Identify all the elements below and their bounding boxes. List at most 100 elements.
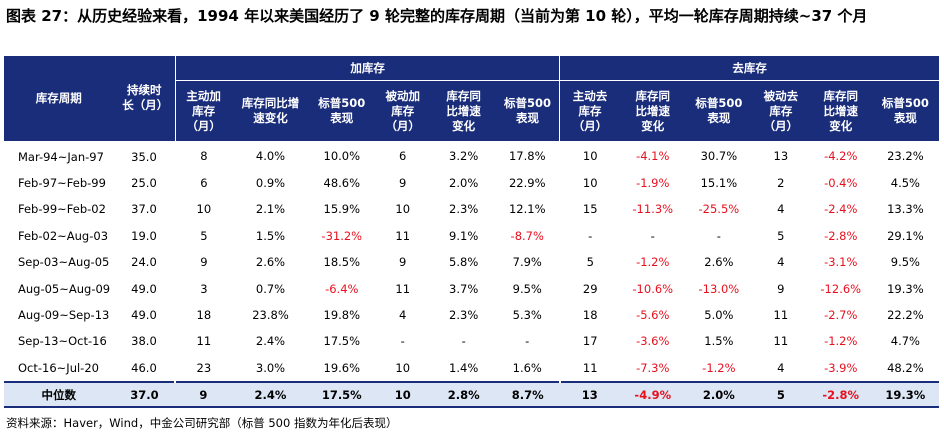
value-cell: 5 <box>174 222 232 250</box>
value-cell: - <box>558 222 620 250</box>
median-cell: 10 <box>373 381 432 408</box>
median-label: 中位数 <box>4 381 114 408</box>
value-cell: -10.6% <box>632 281 674 296</box>
value-cell: 6 <box>174 169 232 197</box>
value-cell: 4 <box>399 308 407 323</box>
source-note: 资料来源：Haver，Wind，中金公司研究部（标普 500 指数为年化后表现） <box>6 416 398 430</box>
value-cell: 4.7% <box>890 334 920 349</box>
value-cell: 25.0 <box>131 176 157 191</box>
header-active-de-label: 主动去库存（月） <box>572 88 608 133</box>
value-cell: 18 <box>174 301 232 329</box>
value-cell: 6 <box>399 149 407 164</box>
value-cell: 4 <box>777 202 785 217</box>
value-cell: -4.1% <box>636 149 670 164</box>
value-cell: 11 <box>174 328 232 355</box>
value-cell: -3.6% <box>636 334 670 349</box>
value-cell: - <box>461 334 466 349</box>
value-cell: 10 <box>395 360 411 375</box>
header-group-de: 去库存 <box>559 56 939 81</box>
value-cell: 22.9% <box>508 176 546 191</box>
value-cell: -8.7% <box>510 228 544 243</box>
value-cell: -4.2% <box>824 149 858 164</box>
value-cell: 5.3% <box>512 308 542 323</box>
header-de-sp2: 标普500表现 <box>871 80 939 141</box>
value-cell: -1.2% <box>702 360 736 375</box>
median-cell: 5 <box>751 381 810 408</box>
header-passive-add-label: 被动加库存（月） <box>385 88 420 133</box>
value-cell: - <box>525 334 530 349</box>
header-passive-de-label: 被动去库存（月） <box>763 88 799 133</box>
value-cell: 19.0 <box>131 228 157 243</box>
period-cell: Aug-09~Sep-13 <box>18 308 110 323</box>
value-cell: 17.8% <box>508 149 546 164</box>
header-de-sp2-label: 标普500表现 <box>881 96 929 125</box>
header-active-de: 主动去库存（月） <box>559 80 620 141</box>
value-cell: 0.7% <box>255 281 286 296</box>
median-cell: 9 <box>175 381 232 408</box>
value-cell: 4.5% <box>890 176 920 191</box>
header-padd-yoy: 库存同比增速变化 <box>431 80 496 141</box>
value-cell: 24.0 <box>131 255 157 270</box>
median-cell: 8.7% <box>495 381 560 408</box>
value-cell: 15.1% <box>700 176 738 191</box>
median-cell: -4.9% <box>619 381 686 408</box>
table-bottom-rule <box>4 406 939 408</box>
value-cell: 3.0% <box>255 360 286 375</box>
value-cell: 23 <box>174 354 232 383</box>
value-cell: 11 <box>773 334 789 349</box>
value-cell: 2.3% <box>449 202 479 217</box>
value-cell: - <box>400 334 405 349</box>
value-cell: 29 <box>558 275 620 302</box>
value-cell: 4 <box>777 360 785 375</box>
median-cell: 19.3% <box>871 381 939 408</box>
header-active-add: 主动加库存（月） <box>174 80 232 141</box>
value-cell: 1.5% <box>255 228 286 243</box>
value-cell: 35.0 <box>131 149 157 164</box>
header-pde-yoy: 库存同比增速变化 <box>809 80 872 141</box>
value-cell: -25.5% <box>698 202 740 217</box>
value-cell: 17.5% <box>323 334 361 349</box>
value-cell: 5 <box>777 228 785 243</box>
header-pde-yoy-label: 库存同比增速变化 <box>823 88 859 133</box>
value-cell: 2.3% <box>449 308 479 323</box>
value-cell: 48.2% <box>887 360 924 375</box>
header-passive-add: 被动加库存（月） <box>373 80 432 141</box>
value-cell: -1.9% <box>636 176 670 191</box>
value-cell: 11 <box>773 308 789 323</box>
value-cell: 13.3% <box>887 202 924 217</box>
value-cell: 5.0% <box>704 308 734 323</box>
value-cell: -7.3% <box>636 360 670 375</box>
table-row: Feb-99~Feb-02 37.0 10 2.1% 15.9% 10 2.3% 12.1% 1… <box>4 196 939 223</box>
value-cell: -3.1% <box>824 255 858 270</box>
period-cell: Feb-02~Aug-03 <box>18 228 109 243</box>
table-row: Sep-13~Oct-16 38.0 11 2.4% 17.5% - - - 17 -3.6% 1.… <box>4 328 939 355</box>
header-add-yoy-label: 库存同比增速变化 <box>241 96 300 125</box>
value-cell: 4 <box>777 255 785 270</box>
value-cell: 30.7% <box>700 149 738 164</box>
value-cell: 13 <box>773 149 789 164</box>
table-row: Feb-97~Feb-99 25.0 6 0.9% 48.6% 9 2.0% 22.9% 10 -… <box>4 169 939 197</box>
value-cell: 49.0 <box>131 281 157 296</box>
value-cell: 49.0 <box>131 308 157 323</box>
value-cell: 29.1% <box>887 228 924 243</box>
median-cell: -2.8% <box>809 381 872 408</box>
value-cell: 7.9% <box>512 255 542 270</box>
header-duration-label: 持续时长（月） <box>122 83 169 113</box>
value-cell: -2.4% <box>824 202 858 217</box>
period-cell: Aug-05~Aug-09 <box>18 281 111 296</box>
value-cell: -1.2% <box>824 334 858 349</box>
value-cell: 8 <box>174 141 232 170</box>
value-cell: 2.6% <box>704 255 734 270</box>
value-cell: 9.5% <box>512 281 542 296</box>
value-cell: 17 <box>558 328 620 355</box>
value-cell: -3.9% <box>824 360 858 375</box>
value-cell: -31.2% <box>321 228 363 243</box>
value-cell: 9.1% <box>449 228 479 243</box>
value-cell: -6.4% <box>325 281 359 296</box>
value-cell: 37.0 <box>131 202 157 217</box>
header-de-sp1: 标普500表现 <box>685 80 752 141</box>
value-cell: 3.7% <box>449 281 479 296</box>
value-cell: 9.5% <box>890 255 920 270</box>
period-cell: Sep-13~Oct-16 <box>18 334 107 349</box>
header-group-add: 加库存 <box>174 56 560 81</box>
